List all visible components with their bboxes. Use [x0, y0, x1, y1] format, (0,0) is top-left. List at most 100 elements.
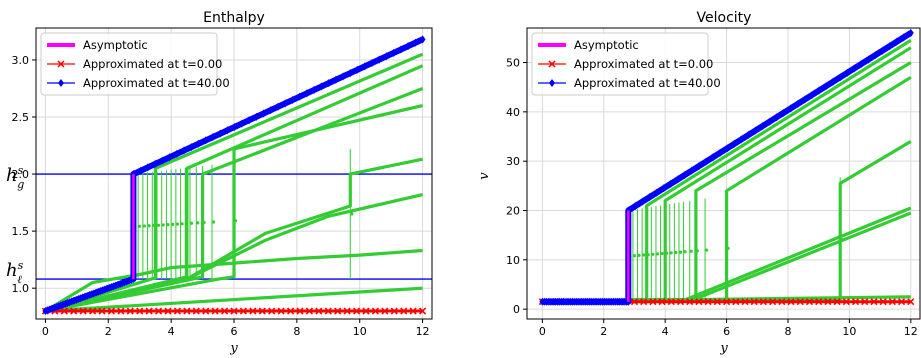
enthalpy-ticks: 0 2 4 6 8 10 12 1.0 1.5 2.0 2.5 3.0 — [12, 54, 430, 338]
initial-marker — [258, 307, 266, 315]
initial-marker — [287, 307, 295, 315]
final-marker — [282, 99, 289, 108]
initial-marker — [221, 307, 229, 315]
x-tick-label: 10 — [353, 325, 367, 338]
front-marker — [161, 223, 165, 227]
initial-marker — [60, 307, 68, 315]
initial-marker — [907, 298, 915, 306]
front-marker — [669, 251, 673, 255]
x-tick-label: 6 — [723, 325, 730, 338]
initial-marker — [704, 298, 712, 306]
initial-marker — [686, 298, 694, 306]
final-marker — [907, 28, 914, 37]
legend-label: Approximated at t=40.00 — [574, 76, 721, 90]
front-marker — [646, 253, 650, 257]
initial-marker — [183, 307, 191, 315]
initial-marker — [851, 298, 860, 306]
initial-marker — [741, 298, 749, 306]
hg-reference-symbol: h — [6, 165, 18, 186]
front-marker — [674, 250, 678, 255]
initial-marker — [107, 307, 115, 315]
y-tick-label: 3.0 — [12, 54, 30, 67]
velocity-x-label: y — [719, 341, 728, 356]
velocity-legend: Asymptotic Approximated at t=0.00 Approxim… — [531, 32, 721, 96]
x-tick-label: 8 — [293, 325, 300, 338]
velocity-panel: Velocity 0 2 4 6 8 10 12 0 10 20 30 40 50 y v Asympt… — [477, 10, 921, 356]
hg-reference-subscript: g — [17, 178, 24, 191]
legend-marker — [549, 79, 555, 87]
front-marker — [350, 212, 354, 216]
front-marker — [202, 220, 206, 225]
final-marker — [667, 179, 674, 188]
initial-marker — [249, 307, 257, 315]
final-marker — [340, 72, 347, 81]
enthalpy-x-label: y — [229, 341, 238, 356]
x-tick-label: 8 — [784, 325, 791, 338]
initial-marker — [879, 298, 887, 306]
initial-marker — [815, 298, 823, 306]
final-marker — [188, 143, 195, 152]
hg-reference-superscript: s — [18, 164, 24, 177]
final-marker — [383, 52, 390, 61]
final-marker — [354, 65, 361, 74]
initial-marker — [89, 307, 97, 315]
initial-marker — [202, 307, 210, 315]
front-marker — [695, 249, 699, 253]
final-marker — [173, 149, 180, 158]
velocity-ticks: 0 2 4 6 8 10 12 0 10 20 30 40 50 — [506, 57, 918, 338]
y-tick-label: 10 — [506, 254, 520, 267]
initial-marker — [630, 298, 639, 306]
final-marker — [646, 193, 653, 202]
legend-label: Asymptotic — [574, 38, 639, 52]
front-marker — [175, 222, 179, 226]
front-marker — [196, 221, 200, 225]
final-marker — [688, 166, 695, 175]
y-tick-label: 0 — [513, 303, 520, 316]
final-marker — [368, 58, 375, 67]
y-tick-label: 1.0 — [12, 282, 30, 295]
front-marker — [171, 222, 175, 226]
front-marker — [637, 253, 641, 257]
initial-marker — [371, 307, 379, 315]
initial-marker — [334, 307, 342, 315]
initial-marker — [362, 307, 370, 315]
initial-marker — [732, 298, 740, 306]
front-marker — [632, 254, 637, 258]
final-marker — [419, 35, 426, 44]
legend-box — [531, 32, 709, 96]
final-marker — [144, 163, 151, 172]
front-marker — [233, 219, 238, 223]
final-marker — [823, 82, 830, 91]
final-marker — [405, 42, 412, 51]
front-marker — [152, 223, 156, 228]
x-tick-label: 0 — [539, 325, 546, 338]
enthalpy-title: Enthalpy — [203, 10, 265, 26]
final-marker — [181, 146, 188, 155]
front-marker — [689, 249, 693, 253]
final-marker — [231, 122, 238, 131]
final-marker — [787, 104, 794, 113]
x-tick-label: 10 — [842, 325, 856, 338]
initial-marker — [230, 307, 238, 315]
enthalpy-legend: Asymptotic Approximated at t=0.00 Approxim… — [40, 32, 230, 96]
final-marker — [159, 156, 166, 165]
initial-marker — [211, 307, 219, 315]
y-tick-label: 30 — [506, 155, 520, 168]
initial-marker — [98, 307, 106, 315]
final-marker — [893, 37, 900, 46]
x-tick-label: 4 — [168, 325, 175, 338]
final-marker — [731, 139, 738, 148]
final-marker — [752, 126, 759, 135]
front-marker — [683, 250, 687, 254]
initial-marker — [676, 298, 685, 306]
legend-marker — [57, 60, 65, 68]
final-marker — [837, 73, 844, 82]
x-tick-label: 12 — [416, 325, 430, 338]
front-marker — [156, 223, 161, 227]
final-marker — [724, 144, 731, 153]
initial-marker — [824, 298, 832, 306]
initial-marker — [79, 307, 87, 315]
final-marker — [632, 202, 639, 211]
final-marker — [267, 106, 274, 115]
